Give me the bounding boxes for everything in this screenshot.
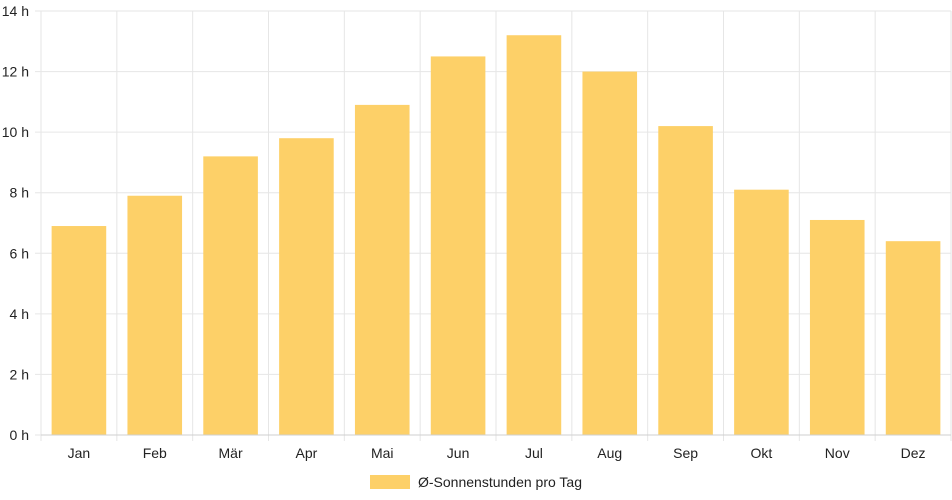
y-tick-label: 12 h: [2, 64, 29, 80]
bar-mai[interactable]: [354, 104, 410, 435]
bar-nov[interactable]: [809, 219, 865, 435]
x-tick-label: Apr: [296, 445, 318, 461]
legend-swatch[interactable]: [370, 475, 411, 489]
bar-apr[interactable]: [279, 138, 334, 435]
legend-label: Ø-Sonnenstunden pro Tag: [418, 474, 582, 490]
bar-aug[interactable]: [582, 71, 638, 436]
bar-okt[interactable]: [734, 189, 789, 435]
bar-sep[interactable]: [658, 126, 713, 435]
x-tick-label: Jun: [447, 445, 470, 461]
bar-dez[interactable]: [885, 241, 941, 435]
bar-jan[interactable]: [51, 226, 107, 435]
x-tick-label: Feb: [143, 445, 167, 461]
y-tick-label: 0 h: [10, 427, 29, 443]
x-tick-label: Mai: [371, 445, 394, 461]
bar-jul[interactable]: [506, 35, 562, 435]
x-tick-label: Okt: [751, 445, 773, 461]
y-tick-label: 14 h: [2, 3, 29, 19]
bar-mär[interactable]: [203, 156, 258, 435]
x-tick-label: Aug: [597, 445, 622, 461]
x-tick-label: Mär: [219, 445, 243, 461]
x-tick-label: Nov: [825, 445, 850, 461]
y-tick-label: 4 h: [10, 306, 29, 322]
y-tick-label: 10 h: [2, 124, 29, 140]
x-tick-label: Jan: [68, 445, 91, 461]
x-tick-label: Jul: [525, 445, 543, 461]
y-tick-label: 2 h: [10, 366, 29, 382]
bar-jun[interactable]: [430, 56, 486, 436]
y-tick-label: 6 h: [10, 245, 29, 261]
bar-feb[interactable]: [127, 195, 183, 435]
x-tick-label: Sep: [673, 445, 698, 461]
y-tick-label: 8 h: [10, 185, 29, 201]
x-tick-label: Dez: [901, 445, 926, 461]
